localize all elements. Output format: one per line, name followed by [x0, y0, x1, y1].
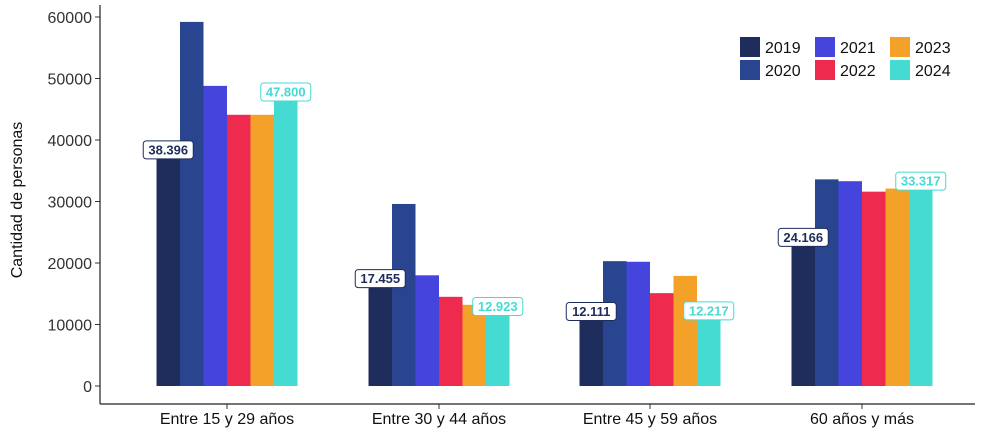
- bar-2023-cat-3: [885, 188, 909, 386]
- data-label-text: 17.455: [360, 271, 400, 286]
- legend-item-2023: 2023: [890, 37, 951, 57]
- bar-2024-cat-3: [909, 181, 933, 386]
- legend-label: 2020: [765, 63, 801, 80]
- legend-label: 2023: [915, 40, 951, 57]
- y-tick-label: 10000: [48, 318, 93, 335]
- data-labels-group: 38.396 47.800 17.455 12.923 12.111 12.217 24.1…: [142, 82, 947, 322]
- data-label: 24.166: [777, 227, 829, 247]
- y-tick-label: 30000: [48, 195, 93, 212]
- data-label: 12.217: [683, 301, 735, 321]
- bar-2019-cat-3: [791, 237, 815, 386]
- data-label-box: [354, 269, 406, 289]
- data-label-text: 12.111: [572, 304, 610, 319]
- bar-2019-cat-0: [156, 149, 180, 386]
- x-tick-label: Entre 45 y 59 años: [583, 411, 717, 428]
- bar-2024-cat-2: [697, 310, 721, 386]
- bar-2022-cat-2: [650, 293, 674, 386]
- data-label-box: [895, 171, 947, 191]
- legend: 2019 2020 2021 2022 2023 2024: [740, 37, 951, 80]
- data-label-text: 24.166: [783, 230, 823, 245]
- y-axis: 0 10000 20000 30000 40000 50000 60000: [48, 10, 100, 396]
- bar-2023-cat-2: [673, 275, 697, 386]
- legend-swatch: [740, 60, 760, 80]
- legend-label: 2021: [840, 40, 876, 57]
- bar-2021-cat-2: [626, 261, 650, 386]
- bar-2024-cat-1: [486, 306, 510, 386]
- bar-2019-cat-2: [579, 311, 603, 386]
- data-label: 47.800: [260, 82, 312, 102]
- bar-2020-cat-2: [603, 261, 627, 386]
- x-axis: Entre 15 y 29 años Entre 30 y 44 años Entr…: [160, 404, 914, 428]
- y-axis-label: Cantidad de personas: [9, 122, 26, 279]
- legend-label: 2019: [765, 40, 801, 57]
- data-label: 12.923: [472, 297, 524, 317]
- data-label-text: 47.800: [266, 85, 306, 100]
- bars-group: [156, 21, 933, 386]
- data-label-box: [260, 82, 312, 102]
- data-label: 17.455: [354, 269, 406, 289]
- data-label-text: 33.317: [901, 174, 941, 189]
- legend-item-2022: 2022: [815, 60, 876, 80]
- legend-item-2020: 2020: [740, 60, 801, 80]
- legend-label: 2024: [915, 63, 951, 80]
- legend-swatch: [890, 60, 910, 80]
- legend-label: 2022: [840, 63, 876, 80]
- data-label-box: [142, 140, 194, 160]
- data-label: 38.396: [142, 140, 194, 160]
- bar-2019-cat-1: [368, 278, 392, 386]
- legend-swatch: [815, 60, 835, 80]
- y-tick-label: 40000: [48, 133, 93, 150]
- data-label: 12.111: [565, 302, 617, 322]
- bar-2024-cat-0: [274, 92, 298, 386]
- data-label-box: [565, 302, 617, 322]
- legend-swatch: [815, 37, 835, 57]
- bar-2022-cat-1: [439, 296, 463, 386]
- bar-2020-cat-3: [815, 179, 839, 386]
- bar-2021-cat-1: [415, 275, 439, 386]
- data-label-text: 38.396: [148, 142, 188, 157]
- y-tick-label: 20000: [48, 256, 93, 273]
- x-tick-label: Entre 15 y 29 años: [160, 411, 294, 428]
- bar-2022-cat-0: [227, 114, 251, 386]
- bar-2023-cat-0: [250, 114, 274, 386]
- data-label-text: 12.217: [689, 303, 729, 318]
- y-tick-label: 50000: [48, 72, 93, 89]
- legend-item-2021: 2021: [815, 37, 876, 57]
- legend-swatch: [740, 37, 760, 57]
- bar-2022-cat-3: [862, 191, 886, 386]
- data-label: 33.317: [895, 171, 947, 191]
- x-tick-label: Entre 30 y 44 años: [372, 411, 506, 428]
- bar-2021-cat-3: [838, 181, 862, 386]
- legend-swatch: [890, 37, 910, 57]
- y-tick-label: 60000: [48, 10, 93, 27]
- bar-2020-cat-1: [392, 203, 416, 386]
- x-tick-label: 60 años y más: [810, 411, 914, 428]
- data-label-box: [777, 227, 829, 247]
- data-label-box: [472, 297, 524, 317]
- bar-2023-cat-1: [462, 304, 486, 386]
- data-label-box: [683, 301, 735, 321]
- bar-2021-cat-0: [203, 85, 227, 386]
- bar-2020-cat-0: [180, 21, 204, 386]
- legend-item-2019: 2019: [740, 37, 801, 57]
- y-tick-label: 0: [83, 379, 92, 396]
- data-label-text: 12.923: [478, 299, 518, 314]
- legend-item-2024: 2024: [890, 60, 951, 80]
